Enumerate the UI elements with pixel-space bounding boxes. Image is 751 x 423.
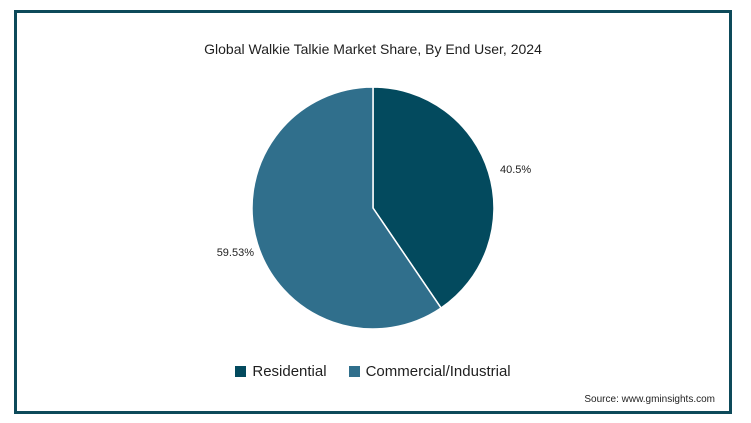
chart-legend: Residential Commercial/Industrial bbox=[17, 363, 729, 380]
slice-label-commercial-industrial: 59.53% bbox=[217, 247, 255, 259]
legend-swatch-residential bbox=[235, 366, 247, 377]
pie-slice-residential bbox=[372, 86, 495, 310]
chart-frame: Global Walkie Talkie Market Share, By En… bbox=[14, 10, 732, 414]
legend-label-commercial-industrial: Commercial/Industrial bbox=[365, 363, 511, 380]
source-note: Source: www.gminsights.com bbox=[584, 394, 715, 405]
legend-swatch-commercial-industrial bbox=[348, 366, 360, 377]
pie-slice-commercial-industrial bbox=[251, 86, 443, 330]
chart-title: Global Walkie Talkie Market Share, By En… bbox=[204, 41, 542, 57]
pie-chart: 40.5% 59.53% bbox=[217, 86, 531, 330]
legend-item-commercial-industrial: Commercial/Industrial bbox=[348, 363, 511, 380]
slice-label-residential: 40.5% bbox=[500, 164, 531, 176]
legend-label-residential: Residential bbox=[252, 363, 327, 380]
legend-item-residential: Residential bbox=[235, 363, 327, 380]
